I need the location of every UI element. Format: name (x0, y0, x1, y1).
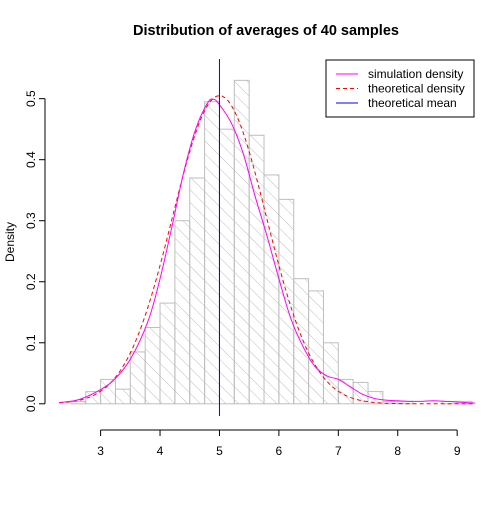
histogram-bar (189, 177, 206, 405)
histogram-bar (367, 391, 384, 405)
legend-label-theoretical-density: theoretical density (368, 82, 465, 96)
y-tick-label: 0.4 (24, 151, 38, 168)
histogram-bar (248, 134, 265, 405)
histogram-bars (70, 79, 473, 405)
y-tick-label: 0.1 (24, 334, 38, 351)
legend: simulation density theoretical density t… (325, 59, 475, 118)
x-tick-label: 3 (97, 444, 104, 458)
histogram-bar (174, 220, 191, 405)
histogram-bar (322, 342, 339, 405)
histogram-bar (144, 327, 161, 405)
legend-label-simulation-density: simulation density (368, 67, 463, 81)
histogram-bar (293, 278, 310, 405)
axes: 3 4 5 6 7 8 9 0.0 0.1 0.2 0.3 0.4 0.5 (24, 90, 461, 458)
histogram-bar (100, 378, 116, 405)
histogram-bar (218, 128, 235, 405)
x-tick-label: 9 (454, 444, 461, 458)
chart-title: Distribution of averages of 40 samples (133, 23, 399, 39)
histogram-bar (308, 290, 324, 405)
simulation-density-line (58, 98, 476, 404)
x-tick-label: 7 (335, 444, 342, 458)
x-tick-label: 8 (394, 444, 401, 458)
histogram-bar (337, 378, 354, 405)
theoretical-density-line (58, 95, 475, 405)
histogram-bar (278, 198, 295, 405)
histogram-bar (129, 351, 146, 405)
histogram-bar (159, 302, 176, 405)
histogram-bar (114, 388, 131, 405)
y-tick-label: 0.0 (24, 395, 38, 412)
y-tick-label: 0.3 (24, 212, 38, 229)
x-tick-label: 6 (276, 444, 283, 458)
density-lines (58, 59, 476, 416)
x-tick-label: 4 (157, 444, 164, 458)
y-axis-label: Density (3, 222, 17, 262)
legend-label-theoretical-mean: theoretical mean (368, 96, 457, 110)
histogram-bar (263, 174, 280, 405)
y-tick-label: 0.2 (24, 273, 38, 290)
histogram-bar (233, 79, 250, 405)
y-tick-label: 0.5 (24, 90, 38, 107)
histogram-bar (204, 101, 220, 405)
x-tick-label: 5 (216, 444, 223, 458)
